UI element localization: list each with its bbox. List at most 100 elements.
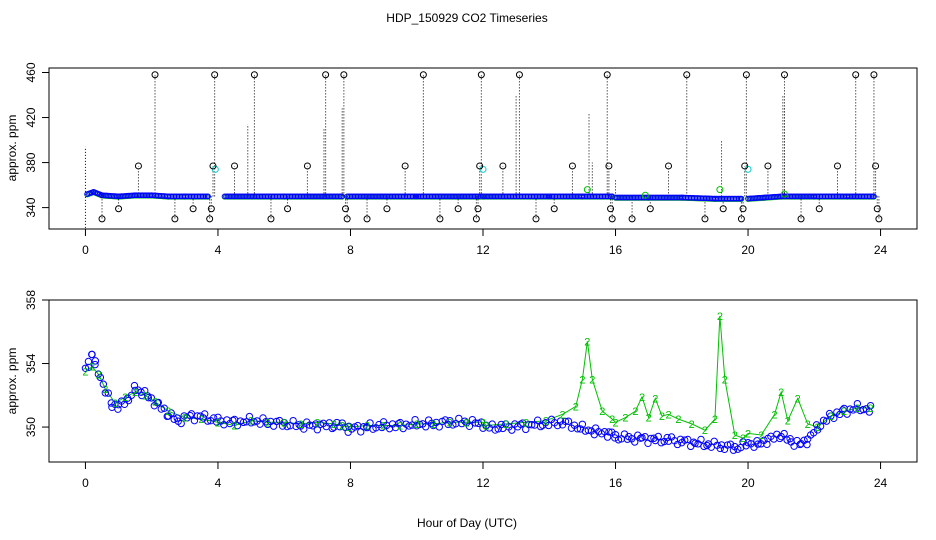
top-blue-point <box>205 193 211 200</box>
bottom-blue-point <box>556 417 565 425</box>
bottom-blue-point <box>283 422 291 431</box>
top-outlier-point <box>875 215 883 223</box>
top-outlier-point <box>550 205 558 213</box>
bottom-blue-point <box>830 414 838 423</box>
bottom-blue-point <box>96 373 105 382</box>
bottom-green-marker: 2 <box>589 374 595 386</box>
bottom-blue-point <box>120 400 129 408</box>
bottom-blue-point <box>497 420 505 429</box>
top-outlier-point <box>852 71 860 79</box>
top-green-point <box>716 186 724 194</box>
bottom-green-marker: 2 <box>646 413 652 425</box>
top-x-tick-label: 0 <box>82 243 89 257</box>
bottom-green-marker: 2 <box>248 416 254 428</box>
bottom-blue-point <box>186 411 194 420</box>
bottom-green-marker: 2 <box>758 430 764 442</box>
bottom-green-marker: 2 <box>815 422 821 434</box>
bottom-blue-point <box>104 389 113 397</box>
bottom-blue-point <box>101 389 110 397</box>
bottom-blue-point <box>631 438 639 446</box>
bottom-blue-point <box>272 417 281 426</box>
bottom-blue-point <box>421 423 430 431</box>
bottom-green-marker: 2 <box>298 419 304 431</box>
bottom-green-marker: 2 <box>573 401 579 413</box>
top-y-tick-label: 420 <box>24 107 38 127</box>
bottom-green-marker: 2 <box>584 336 590 348</box>
top-outlier-point <box>608 215 616 223</box>
bottom-blue-point <box>278 422 287 430</box>
bottom-blue-point <box>849 406 857 414</box>
top-outlier-point <box>206 215 214 223</box>
bottom-blue-point <box>239 418 248 427</box>
top-outlier-point <box>515 71 523 79</box>
bottom-green-marker: 2 <box>609 414 615 426</box>
top-outlier-point <box>115 205 123 213</box>
bottom-green-marker: 2 <box>579 374 585 386</box>
top-blue-point <box>871 193 877 200</box>
bottom-blue-point <box>839 406 847 414</box>
bottom-blue-point <box>776 434 784 443</box>
bottom-green-marker: 2 <box>659 411 665 423</box>
top-y-tick-label: 460 <box>24 62 38 82</box>
top-outlier-point <box>340 71 348 79</box>
bottom-x-tick-label: 12 <box>476 476 490 490</box>
bottom-blue-point <box>137 388 145 396</box>
bottom-x-tick-label: 16 <box>609 476 623 490</box>
bottom-green-marker: 2 <box>364 420 370 432</box>
top-outlier-point <box>737 215 745 223</box>
top-x-tick-label: 20 <box>741 243 755 257</box>
bottom-blue-point <box>187 410 196 418</box>
bottom-green-marker: 2 <box>717 311 723 323</box>
top-outlier-point <box>209 162 217 170</box>
bottom-green-marker: 2 <box>778 387 784 399</box>
bottom-blue-point <box>690 438 698 446</box>
top-outlier-point <box>472 215 480 223</box>
bottom-green-marker: 2 <box>503 419 509 431</box>
bottom-blue-point <box>269 422 278 430</box>
bottom-green-marker: 2 <box>722 374 728 386</box>
bottom-blue-point <box>427 419 436 428</box>
top-outlier-point <box>741 162 749 170</box>
bottom-blue-point <box>614 436 623 444</box>
top-x-tick-label: 16 <box>609 243 623 257</box>
bottom-blue-point <box>578 420 587 428</box>
bottom-blue-point <box>167 409 175 417</box>
top-outlier-point <box>284 205 292 213</box>
top-outlier-point <box>568 162 576 170</box>
top-outlier-point <box>532 215 540 223</box>
bottom-blue-point <box>201 410 209 418</box>
bottom-green-marker: 2 <box>152 397 158 409</box>
top-x-axis: 0 4 8 12 16 20 24 <box>82 229 888 257</box>
bottom-blue-point <box>663 433 671 442</box>
bottom-blue-point <box>697 435 705 444</box>
bottom-green-marker: 2 <box>639 392 645 404</box>
top-outlier-point <box>151 71 159 79</box>
top-outlier-point <box>872 162 880 170</box>
bottom-blue-point <box>536 422 545 431</box>
bottom-blue-point <box>716 444 724 453</box>
bottom-blue-point <box>703 441 711 450</box>
bottom-blue-point <box>822 417 831 425</box>
top-outlier-point <box>499 162 507 170</box>
bottom-blue-point <box>203 417 212 425</box>
bottom-blue-point <box>544 421 553 430</box>
bottom-blue-point <box>684 435 692 444</box>
bottom-blue-point <box>561 417 570 426</box>
bottom-green-marker: 2 <box>771 409 777 421</box>
top-plot-area <box>84 71 883 228</box>
bottom-blue-point <box>444 420 452 429</box>
bottom-blue-point <box>812 421 821 429</box>
top-x-tick-label: 12 <box>476 243 490 257</box>
bottom-blue-point <box>256 420 264 428</box>
bottom-blue-point <box>508 426 516 434</box>
bottom-x-tick-label: 4 <box>215 476 222 490</box>
top-outlier-point <box>719 205 727 213</box>
bottom-blue-point <box>691 439 699 448</box>
top-outlier-point <box>343 215 351 223</box>
bottom-green-marker: 2 <box>112 398 118 410</box>
bottom-green-marker: 2 <box>732 430 738 442</box>
top-plot-frame <box>48 67 918 230</box>
bottom-blue-point <box>114 405 122 413</box>
top-outlier-point <box>683 71 691 79</box>
